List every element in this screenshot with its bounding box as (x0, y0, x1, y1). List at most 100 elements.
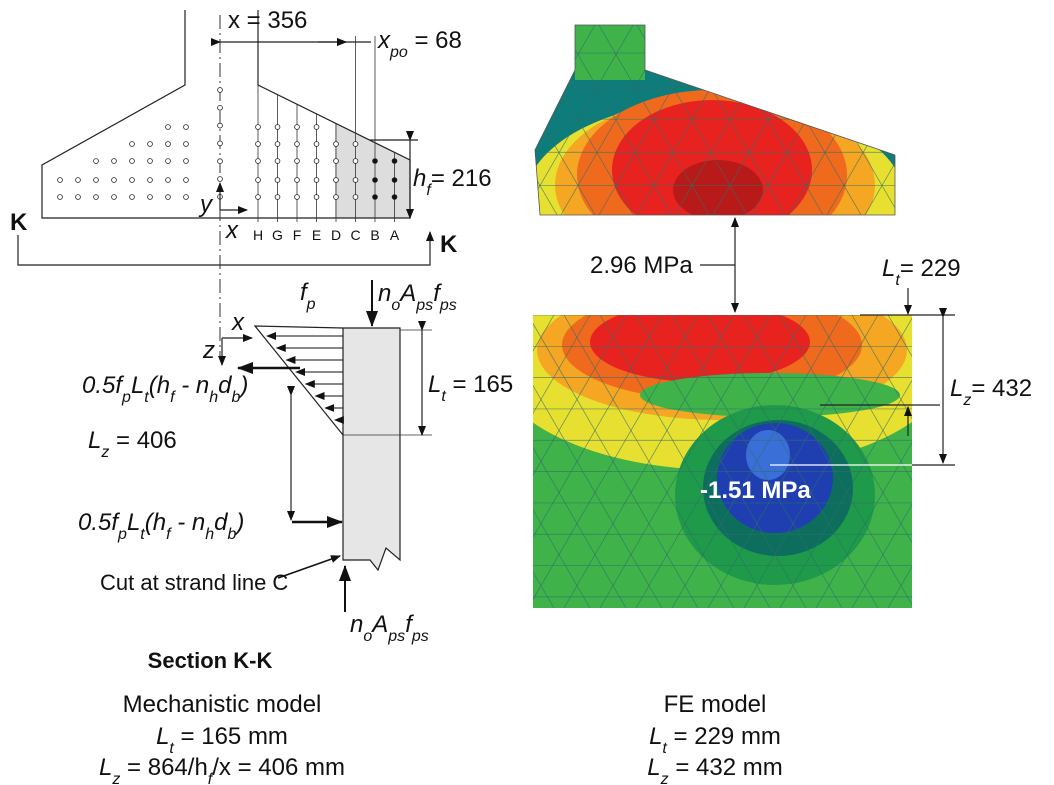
strand (112, 195, 117, 200)
strand (218, 159, 223, 164)
strand (334, 178, 339, 183)
text-run: - n (175, 372, 210, 399)
summary-line: Lz = 864/hf/x = 406 mm (99, 754, 345, 785)
axis-label: y (198, 191, 214, 218)
text-run: h (413, 165, 426, 192)
strand (353, 142, 358, 147)
strand (130, 178, 135, 183)
strand (184, 178, 189, 183)
axis-label: x (231, 309, 245, 336)
strand (166, 125, 171, 130)
text-run: L (428, 371, 441, 398)
strand-label: F (293, 227, 302, 243)
text-run: (h (145, 509, 166, 536)
section-title: Section K-K (148, 648, 273, 673)
dim-lz-label: Lz= 432 (950, 375, 1032, 409)
mesh-line (888, 315, 1054, 608)
strand (166, 142, 171, 147)
strand (130, 195, 135, 200)
dim-hf-label: hf= 216 (413, 165, 492, 199)
strand (94, 195, 99, 200)
mesh-line (384, 315, 554, 608)
bond-stress-arrows (267, 336, 343, 420)
strand (275, 159, 280, 164)
strand-label: C (350, 227, 360, 243)
summary-title: FE model (664, 691, 767, 718)
strand (112, 178, 117, 183)
strand (130, 159, 135, 164)
text-run: /x = 406 mm (212, 754, 345, 781)
cut-note: Cut at strand line C (100, 570, 288, 595)
strand (148, 195, 153, 200)
strand (392, 195, 397, 200)
strand (392, 159, 397, 164)
summary-line: Lt = 165 mm (156, 723, 288, 757)
strand (275, 178, 280, 183)
strand (275, 195, 280, 200)
dim-lt-label: Lt = 165 (428, 371, 513, 405)
strand (353, 178, 358, 183)
figure: HGFEDCBA x = 356 xpo = 68 hf= 216 y x K … (0, 0, 1054, 785)
bond-stress-label: fp (300, 279, 316, 313)
strand (314, 195, 319, 200)
strand (148, 178, 153, 183)
text-run: = 229 mm (667, 723, 781, 750)
text-run: = 864/h (120, 754, 207, 781)
mesh-line (900, 20, 1016, 220)
strand (148, 142, 153, 147)
dim-lz-label: Lz = 406 (88, 427, 177, 461)
text-run: L (649, 723, 662, 750)
strand (218, 123, 223, 128)
subscript: po (389, 44, 408, 61)
subscript: ps (439, 297, 457, 314)
text-run: - n (171, 509, 206, 536)
text-run: L (99, 754, 112, 781)
force-label: noApsfps (378, 280, 457, 314)
text-run: A (398, 280, 416, 307)
strand (275, 125, 280, 130)
strand-label: A (390, 227, 400, 243)
strand (76, 195, 81, 200)
strand (314, 142, 319, 147)
subscript: p (306, 296, 316, 313)
text-run: d (214, 509, 228, 536)
text-run: = 406 (109, 427, 176, 454)
subscript: p (117, 526, 127, 543)
strand (256, 195, 261, 200)
strand (314, 159, 319, 164)
text-run: d (218, 372, 232, 399)
text-run: = 432 (971, 375, 1032, 402)
axis-label: z (202, 337, 215, 364)
text-run: = 165 (446, 371, 513, 398)
summary-line: Lt = 229 mm (649, 723, 781, 757)
strand (218, 177, 223, 182)
strand (94, 178, 99, 183)
strand (166, 195, 171, 200)
dim-x-label: x = 356 (228, 7, 307, 34)
strand (295, 142, 300, 147)
subscript: h (205, 526, 214, 543)
web-section (343, 328, 400, 570)
strand (373, 159, 378, 164)
strand (314, 178, 319, 183)
text-run: L (131, 372, 144, 399)
text-run: n (378, 280, 391, 307)
text-run: (h (149, 372, 170, 399)
text-run: L (647, 754, 660, 781)
subscript: p (121, 389, 131, 406)
text-run: L (127, 509, 140, 536)
text-run: x (377, 27, 391, 54)
force-label: noApsfps (350, 611, 429, 645)
strand (218, 141, 223, 146)
text-run: L (882, 255, 895, 282)
strand (130, 142, 135, 147)
strand (184, 142, 189, 147)
dim-lt-label: Lt= 229 (882, 255, 961, 289)
subscript: h (209, 389, 218, 406)
mesh-line (900, 20, 1016, 220)
strand (295, 125, 300, 130)
subscript: b (232, 389, 241, 406)
subscript: ps (411, 628, 429, 645)
strand (392, 178, 397, 183)
strand (218, 88, 223, 93)
